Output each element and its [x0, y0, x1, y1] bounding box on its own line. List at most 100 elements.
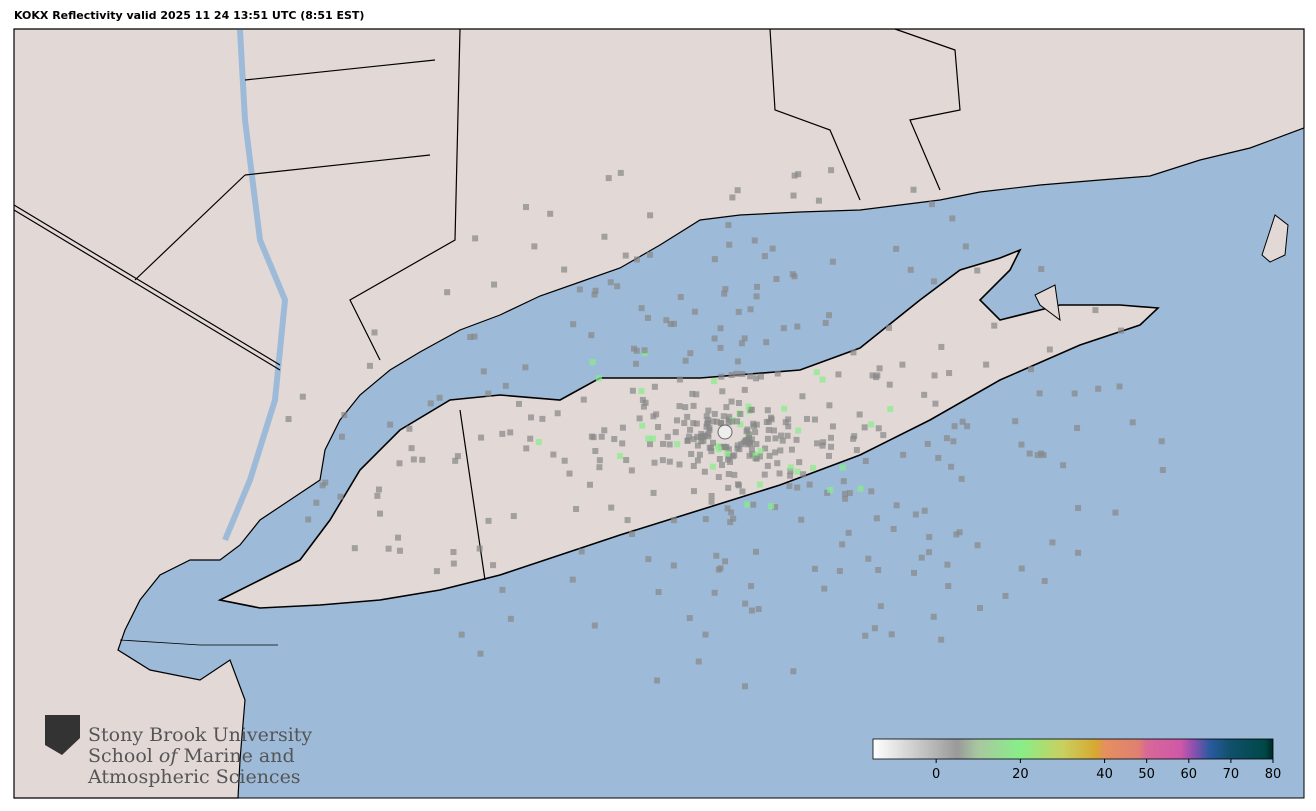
echo [842, 495, 849, 502]
echo [1071, 390, 1078, 397]
echo [715, 566, 722, 573]
echo [921, 507, 928, 514]
echo [694, 457, 701, 464]
echo [688, 450, 695, 457]
echo [722, 558, 729, 565]
echo [1158, 438, 1165, 445]
echo [893, 245, 900, 252]
echo [591, 622, 598, 629]
echo [753, 293, 760, 300]
echo [690, 402, 697, 409]
echo [930, 278, 937, 285]
echo [619, 440, 626, 447]
echo [772, 449, 779, 456]
echo [810, 464, 817, 471]
echo [480, 368, 487, 375]
echo [690, 488, 697, 495]
echo [711, 410, 718, 417]
echo [305, 516, 312, 523]
echo [395, 534, 402, 541]
echo [943, 435, 950, 442]
echo [778, 432, 785, 439]
echo [795, 171, 802, 178]
echo [396, 547, 403, 554]
echo [753, 421, 760, 428]
echo [974, 542, 981, 549]
echo [764, 462, 771, 469]
echo [804, 415, 811, 422]
echo [744, 436, 751, 443]
echo [387, 421, 394, 428]
echo [861, 424, 868, 431]
echo [827, 486, 834, 493]
echo [681, 420, 688, 427]
echo [910, 186, 917, 193]
echo [932, 400, 939, 407]
echo [822, 319, 829, 326]
echo [622, 252, 629, 259]
echo [796, 459, 803, 466]
echo [693, 391, 700, 398]
echo [725, 456, 732, 463]
echo [419, 456, 426, 463]
echo [471, 333, 478, 340]
echo [485, 390, 492, 397]
echo [694, 433, 701, 440]
echo [639, 396, 646, 403]
echo [714, 443, 721, 450]
echo [697, 434, 704, 441]
echo [735, 399, 742, 406]
echo [772, 435, 779, 442]
echo [588, 332, 595, 339]
echo [499, 586, 506, 593]
echo [753, 548, 760, 555]
echo [633, 347, 640, 354]
echo [596, 457, 603, 464]
borders [13, 28, 961, 646]
echo [893, 502, 900, 509]
echo [1074, 424, 1081, 431]
echo [523, 204, 530, 211]
echo [641, 347, 648, 354]
echo [655, 423, 662, 430]
echo [724, 450, 731, 457]
echo [371, 329, 378, 336]
echo [1026, 450, 1033, 457]
echo [628, 467, 635, 474]
echo [747, 373, 754, 380]
echo [701, 468, 708, 475]
echo [739, 488, 746, 495]
echo [644, 314, 651, 321]
echo [647, 441, 654, 448]
echo [991, 322, 998, 329]
echo [718, 373, 725, 380]
echo [702, 516, 709, 523]
echo [857, 485, 864, 492]
echo [748, 446, 755, 453]
echo [374, 492, 381, 499]
echo [827, 434, 834, 441]
echo [617, 453, 624, 460]
echo [806, 481, 813, 488]
echo [842, 490, 849, 497]
echo [768, 503, 775, 510]
echo [734, 358, 741, 365]
echo [705, 407, 712, 414]
echo [779, 437, 786, 444]
colorbar-fill [872, 738, 1274, 760]
echo [638, 387, 645, 394]
echo [974, 267, 981, 274]
echo [539, 415, 546, 422]
echo [1049, 539, 1056, 546]
echo [733, 370, 740, 377]
echo [786, 483, 793, 490]
echo [763, 339, 770, 346]
echo [744, 426, 751, 433]
echo [1095, 385, 1102, 392]
echo [826, 312, 833, 319]
echo [338, 433, 345, 440]
echo [713, 552, 720, 559]
echo [1041, 577, 1048, 584]
echo [757, 448, 764, 455]
echo [713, 418, 720, 425]
